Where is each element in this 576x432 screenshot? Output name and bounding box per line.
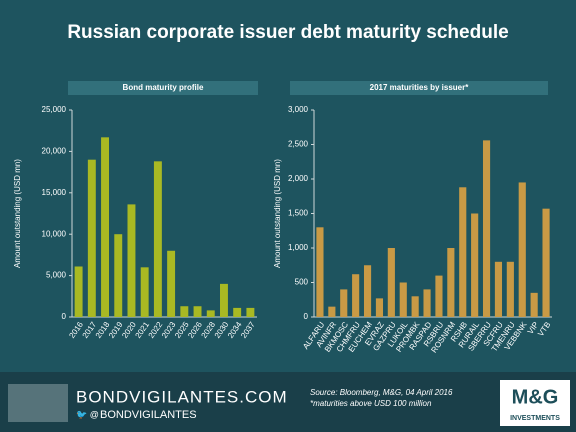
- bar: [220, 283, 228, 317]
- bar: [180, 306, 189, 317]
- bar: [542, 208, 550, 317]
- bar: [518, 182, 526, 317]
- bar: [127, 204, 136, 317]
- bar: [233, 307, 242, 317]
- y-tick-label: 2,500: [288, 140, 309, 149]
- site-name: BONDVIGILANTES.COM: [76, 387, 288, 406]
- bar: [375, 298, 384, 317]
- bar: [471, 213, 479, 317]
- note: *maturities above USD 100 million: [310, 399, 432, 408]
- y-tick-label: 5,000: [46, 271, 67, 280]
- y-tick-label: 500: [295, 278, 309, 287]
- bar: [193, 306, 202, 317]
- bar: [530, 292, 538, 317]
- bar: [316, 227, 324, 317]
- y-axis-label: Amount outstanding (USD mn): [273, 159, 282, 268]
- chart-title: 2017 maturities by issuer*: [370, 83, 470, 92]
- bar: [74, 266, 83, 317]
- bar: [411, 296, 419, 317]
- bar: [328, 306, 336, 317]
- svg-text:🐦 @: 🐦 @: [76, 409, 99, 419]
- bar: [246, 307, 255, 317]
- header-bar: [290, 81, 548, 95]
- bar: [435, 275, 443, 317]
- bar: [340, 289, 348, 317]
- y-tick-label: 2,000: [288, 174, 309, 183]
- y-tick-label: 25,000: [42, 105, 67, 114]
- header-bar: [68, 81, 258, 95]
- y-tick-label: 1,000: [288, 243, 309, 252]
- source: Source: Bloomberg, M&G, 04 April 2016: [310, 388, 453, 397]
- bar: [363, 265, 372, 317]
- logo-box: [500, 380, 570, 426]
- bar: [101, 137, 109, 317]
- bar: [459, 187, 467, 317]
- chart-title: Bond maturity profile: [123, 83, 204, 92]
- page-title: Russian corporate issuer debt maturity s…: [67, 22, 508, 43]
- y-tick-label: 0: [62, 312, 67, 321]
- bar: [506, 261, 514, 317]
- bar: [87, 159, 96, 317]
- y-tick-label: 1,500: [288, 209, 309, 218]
- y-tick-label: 3,000: [288, 105, 309, 114]
- bar: [140, 267, 149, 317]
- bar: [399, 282, 407, 317]
- bar: [447, 248, 455, 317]
- y-tick-label: 20,000: [42, 147, 67, 156]
- bar: [482, 140, 491, 317]
- bar: [494, 261, 503, 317]
- bar: [423, 289, 431, 317]
- brand-sub: INVESTMENTS: [510, 415, 560, 422]
- bar: [206, 310, 215, 317]
- y-tick-label: 15,000: [42, 188, 67, 197]
- bar: [167, 250, 176, 317]
- bar: [387, 248, 395, 317]
- brand: M&G: [512, 386, 559, 408]
- footer-bg: [0, 372, 576, 432]
- y-tick-label: 0: [304, 312, 309, 321]
- y-tick-label: 10,000: [42, 229, 67, 238]
- y-axis-label: Amount outstanding (USD mn): [13, 159, 22, 268]
- bar: [114, 234, 123, 317]
- bar: [153, 161, 162, 317]
- bar: [352, 274, 360, 317]
- handle: BONDVIGILANTES: [100, 409, 197, 421]
- people-icons: [8, 384, 68, 422]
